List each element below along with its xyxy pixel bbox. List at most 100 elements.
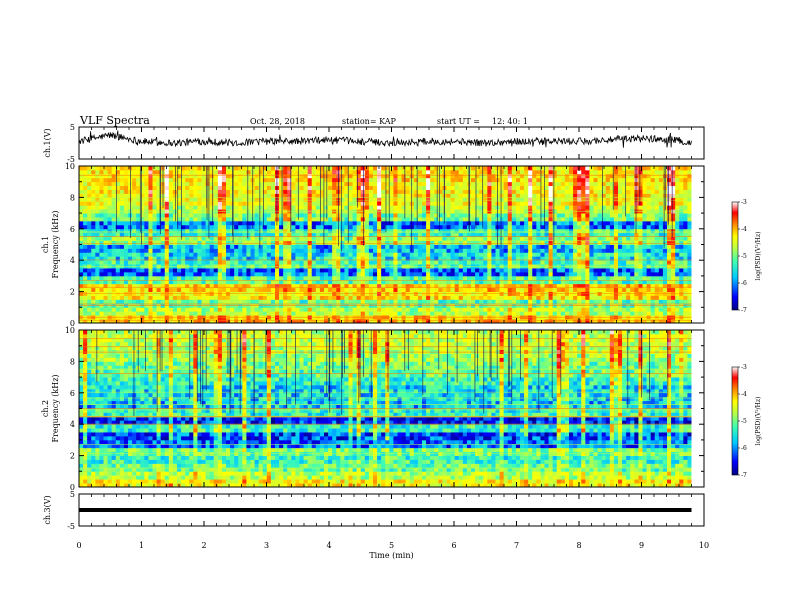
spectrogram-cell [417,197,423,202]
spectrogram-cell [434,185,439,190]
spectrogram-cell [177,173,182,179]
spectrogram-cell [168,252,174,257]
spectrogram-cell [344,256,349,261]
spectrogram-cell [189,185,194,190]
spectrogram-cell [454,311,460,316]
spectrogram-cell [213,185,219,190]
spectrogram-cell [287,287,292,293]
spectrogram-cell [368,244,374,249]
spectrogram-cell [250,260,255,265]
spectrogram-cell [254,319,260,324]
spectrogram-cell [172,260,178,265]
spectrogram-cell [499,185,505,190]
spectrogram-cell [324,185,329,190]
spectrogram-cell [83,217,88,222]
spectrogram-cell [328,213,333,218]
spectrogram-cell [95,307,100,312]
spectrogram-cell [164,228,170,234]
spectrogram-cell [393,260,398,265]
spectrogram-cell [536,295,541,300]
spectrogram-cell [287,295,292,300]
spectrogram-cell [107,193,113,198]
spectrogram-cell [340,197,345,202]
spectrogram-cell [299,275,304,281]
spectrogram-cell [475,181,480,187]
spectrogram-cell [544,224,549,230]
spectrogram-cell [340,181,345,187]
spectrogram-cell [319,311,325,316]
spectrogram-cell [328,311,333,316]
spectrogram-cell [446,319,451,324]
spectrogram-cell [413,299,419,304]
spectrogram-cell [103,201,108,206]
spectrogram-cell [417,319,423,324]
spectrogram-cell [107,311,113,316]
spectrogram-cell [544,299,549,304]
spectrogram-cell [487,252,492,257]
spectrogram-cell [507,236,513,241]
spectrogram-cell [303,291,309,296]
spectrogram-cell [83,173,88,179]
spectrogram-cell [226,177,231,183]
spectrogram-cell [373,201,378,206]
spectrogram-cell [160,283,166,289]
spectrogram-cell [532,205,537,210]
spectrogram-cell [373,295,378,300]
spectrogram-cell [311,311,317,316]
spectrogram-cell [156,228,162,234]
spectrogram-cell [446,311,451,316]
spectrogram-cell [487,236,492,241]
spectrogram-cell [205,205,211,210]
spectrogram-cell [560,228,566,234]
spectrogram-cell [368,287,374,293]
spectrogram-cell [221,217,227,222]
spectrogram-cell [442,256,447,261]
spectrogram-cell [389,169,394,175]
spectrogram-cell [348,217,353,222]
spectrogram-cell [422,240,427,245]
spectrogram-cell [242,271,247,277]
spectrogram-cell [532,185,537,190]
spectrogram-cell [352,252,358,257]
spectrogram-cell [471,197,476,202]
spectrogram-cell [132,279,137,285]
spectrogram-cell [324,319,329,324]
spectrogram-cell [111,181,117,187]
spectrogram-cell [283,236,288,241]
spectrogram-cell [511,260,517,265]
spectrogram-cell [340,220,345,226]
spectrogram-cell [536,197,541,202]
spectrogram-cell [279,205,284,210]
spectrogram-cell [115,169,121,175]
spectrogram-cell [83,232,88,238]
spectrogram-cell [340,205,345,210]
spectrogram-cell [238,260,243,265]
spectrogram-cell [499,197,505,202]
spectrogram-cell [515,287,521,293]
spectrogram-cell [213,319,219,324]
spectrogram-cell [524,244,529,249]
spectrogram-cell [450,299,456,304]
spectrogram-cell [573,236,578,241]
spectrogram-cell [136,319,141,324]
spectrogram-cell [246,181,251,187]
spectrogram-cell [299,283,304,289]
spectrogram-cell [234,287,239,293]
spectrogram-cell [87,193,92,198]
spectrogram-cell [564,228,570,234]
spectrogram-cell [373,166,378,171]
spectrogram-cell [434,177,439,183]
spectrogram-cell [140,240,145,245]
spectrogram-cell [291,169,296,175]
spectrogram-cell [254,220,260,226]
spectrogram-cell [446,279,451,285]
spectrogram-cell [520,169,525,175]
spectrogram-cell [311,319,317,324]
spectrogram-cell [462,166,468,171]
spectrogram-cell [352,240,358,245]
spectrogram-cell [136,291,141,296]
spectrogram-cell [201,252,206,257]
spectrogram-cell [434,181,439,187]
spectrogram-cell [426,248,431,253]
spectrogram-cell [487,232,492,238]
